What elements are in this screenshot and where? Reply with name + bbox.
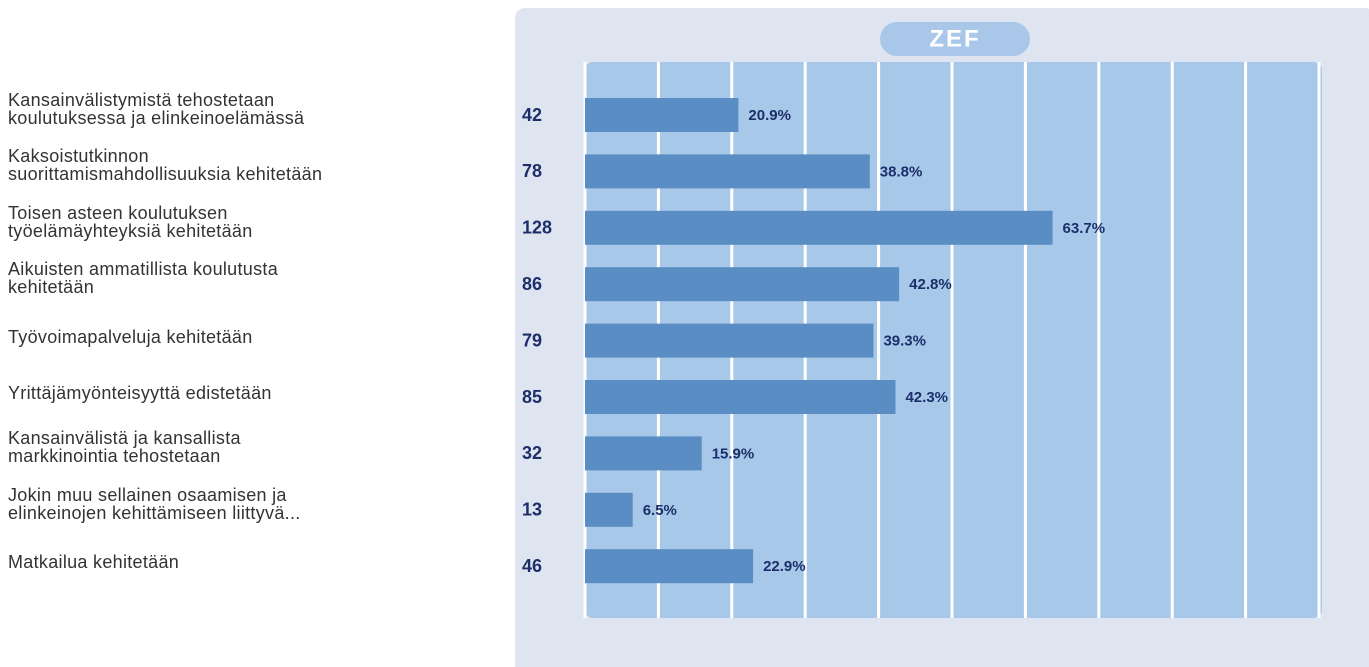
bar: [585, 436, 702, 471]
bar: [585, 210, 1053, 245]
value-label: 22.9%: [763, 558, 806, 575]
bar: [585, 492, 633, 527]
value-label: 15.9%: [712, 445, 755, 462]
category-label: Kaksoistutkinnon suorittamismahdollisuuk…: [8, 146, 323, 185]
value-label: 38.8%: [880, 163, 923, 180]
category-label: Matkailua kehitetään: [8, 552, 180, 573]
count-label: 85: [522, 387, 542, 407]
category-label: Jokin muu sellainen osaamisen ja elinkei…: [8, 484, 301, 523]
category-label: Kansainvälistymistä tehostetaan koulutuk…: [8, 90, 305, 128]
logo: ZEF: [929, 25, 980, 52]
value-label: 20.9%: [748, 107, 791, 124]
category-label: Työvoimapalveluja kehitetään: [8, 326, 253, 347]
bar: [585, 549, 754, 584]
bar: [585, 267, 900, 302]
count-label: 13: [522, 500, 542, 520]
count-label: 128: [522, 218, 552, 238]
logo-badge: [880, 22, 1030, 56]
value-label: 39.3%: [883, 333, 926, 350]
category-label: Kansainvälistä ja kansallista markkinoin…: [8, 428, 241, 467]
count-label: 78: [522, 161, 542, 181]
bar: [585, 323, 874, 358]
count-label: 86: [522, 274, 542, 294]
count-label: 79: [522, 330, 542, 350]
bar: [585, 98, 739, 132]
category-label: Aikuisten ammatillista koulutusta kehite…: [8, 259, 279, 298]
value-label: 42.3%: [905, 389, 948, 406]
count-label: 42: [522, 105, 542, 125]
count-label: 32: [522, 443, 542, 463]
bar: [585, 380, 896, 414]
bar: [585, 154, 870, 189]
category-label: Toisen asteen koulutuksen työelämäyhteyk…: [8, 202, 253, 241]
category-label: Yrittäjämyönteisyyttä edistetään: [8, 383, 272, 403]
value-label: 6.5%: [643, 502, 677, 519]
value-label: 63.7%: [1063, 220, 1106, 237]
count-label: 46: [522, 556, 542, 576]
value-label: 42.8%: [909, 276, 952, 293]
